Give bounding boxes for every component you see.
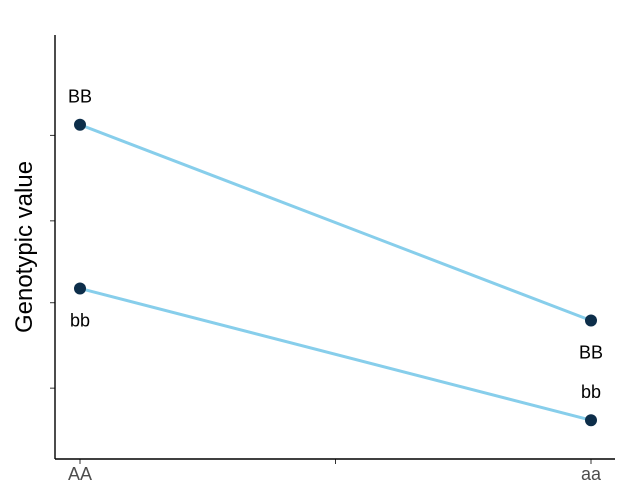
data-point-0-0 — [74, 118, 86, 131]
y-axis-label: Genotypic value — [11, 161, 38, 333]
axis-ticks — [50, 134, 592, 464]
data-point-1-1 — [585, 414, 597, 427]
point-labels: BB BB bb bb — [68, 87, 603, 402]
series-line-1 — [79, 287, 592, 422]
data-points — [74, 118, 597, 427]
data-point-1-0 — [74, 282, 86, 295]
point-label-0-1: BB — [579, 343, 603, 363]
data-point-0-1 — [585, 314, 597, 327]
series-lines — [79, 123, 592, 422]
x-tick-label-1: aa — [581, 464, 602, 484]
point-label-1-1: bb — [581, 382, 601, 402]
x-tick-labels: AA aa — [68, 464, 602, 484]
series-line-0 — [79, 123, 592, 322]
x-tick-label-0: AA — [68, 464, 92, 484]
point-label-1-0: bb — [70, 310, 90, 330]
point-label-0-0: BB — [68, 87, 92, 107]
